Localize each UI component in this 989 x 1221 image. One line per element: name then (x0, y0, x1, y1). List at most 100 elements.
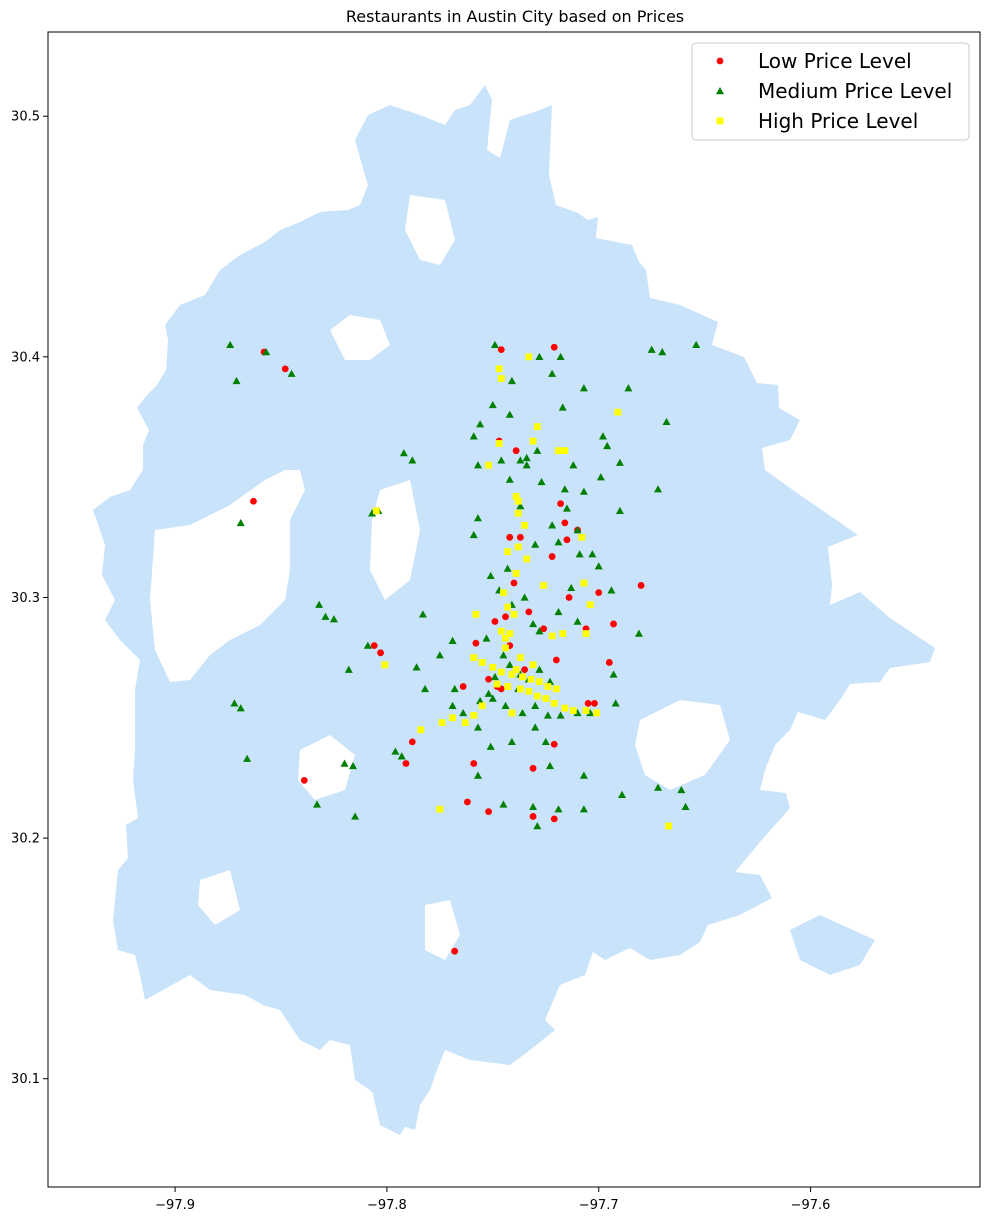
restaurant-point-triangle (450, 684, 459, 693)
southern-detached-area (372, 1090, 415, 1135)
restaurant-point-circle (605, 659, 613, 666)
restaurant-point-square (472, 610, 480, 618)
restaurant-point-circle (584, 699, 592, 707)
restaurant-point-triangle (448, 636, 457, 644)
restaurant-point-triangle (607, 586, 616, 594)
restaurant-point-square (516, 654, 524, 662)
restaurant-point-square (569, 707, 577, 714)
eastern-detached-area (790, 915, 875, 975)
restaurant-point-square (478, 702, 486, 710)
restaurant-point-triangle (533, 446, 542, 454)
restaurant-point-triangle (287, 369, 296, 377)
restaurant-point-circle (451, 947, 459, 955)
y-axis-ticks: 30.1 30.2 30.3 30.4 30.5 (11, 110, 48, 1087)
restaurant-point-triangle (615, 458, 624, 466)
restaurant-point-circle (563, 536, 571, 544)
restaurant-point-triangle (579, 487, 588, 495)
restaurant-point-square (542, 695, 550, 702)
restaurant-point-square (497, 627, 505, 635)
restaurant-point-triangle (363, 641, 372, 649)
restaurant-point-triangle (516, 502, 525, 510)
restaurant-point-circle (250, 497, 257, 505)
restaurant-point-triangle (531, 701, 540, 709)
restaurant-point-triangle (573, 708, 582, 717)
restaurant-point-circle (529, 813, 537, 820)
restaurant-point-triangle (560, 485, 569, 493)
restaurant-point-triangle (399, 449, 408, 457)
restaurant-point-triangle (535, 352, 544, 361)
restaurant-point-triangle (473, 771, 482, 779)
series-circle-markers (250, 343, 645, 955)
axes-frame (47, 31, 981, 1188)
restaurant-point-triangle (546, 677, 555, 685)
restaurant-point-circle (470, 760, 478, 767)
restaurant-point-triangle (503, 564, 512, 572)
restaurant-point-square (578, 533, 586, 541)
restaurant-point-circle (550, 740, 558, 748)
restaurant-point-square (548, 632, 556, 640)
northeast-excluded-area-2 (655, 145, 700, 195)
restaurant-point-circle (408, 738, 416, 746)
restaurant-point-triangle (230, 699, 239, 707)
restaurant-point-circle (552, 656, 560, 664)
restaurant-point-triangle (482, 634, 491, 642)
series-triangle-markers (226, 340, 701, 830)
restaurant-point-square (508, 671, 516, 678)
restaurant-point-triangle (596, 473, 605, 481)
excluded-areas (150, 145, 730, 960)
restaurant-point-square (521, 521, 528, 529)
restaurant-point-circle (610, 620, 617, 628)
restaurant-point-square (470, 711, 478, 719)
restaurant-point-triangle (586, 708, 595, 717)
restaurant-point-circle (529, 764, 537, 772)
restaurant-point-triangle (531, 723, 540, 731)
restaurant-point-square (504, 683, 512, 690)
restaurant-point-square (540, 582, 548, 589)
legend-marker-circle (716, 57, 724, 65)
restaurant-point-triangle (556, 352, 565, 361)
restaurant-point-triangle (501, 701, 510, 709)
restaurant-point-square (512, 666, 520, 674)
restaurant-point-triangle (522, 453, 531, 462)
y-tick-label: 30.2 (11, 832, 40, 847)
restaurant-point-square (665, 822, 673, 830)
restaurant-point-square (614, 408, 622, 416)
restaurant-point-triangle (262, 348, 271, 356)
restaurant-point-circle (540, 625, 548, 633)
restaurant-point-triangle (609, 670, 618, 678)
restaurant-point-triangle (349, 761, 358, 770)
restaurant-point-square (372, 507, 380, 515)
restaurant-point-triangle (329, 615, 338, 623)
restaurant-point-triangle (344, 665, 353, 673)
restaurant-point-triangle (236, 704, 245, 712)
restaurant-point-square (417, 726, 425, 734)
y-tick-label: 30.3 (11, 591, 40, 606)
restaurant-point-triangle (573, 617, 582, 625)
x-tick-label: −97.9 (155, 1198, 195, 1213)
restaurant-point-triangle (522, 461, 531, 469)
restaurant-point-triangle (236, 518, 245, 527)
restaurant-point-triangle (662, 417, 671, 426)
restaurant-point-triangle (529, 619, 538, 628)
restaurant-point-square (582, 630, 590, 637)
restaurant-point-triangle (421, 684, 430, 693)
restaurant-point-square (502, 644, 509, 652)
restaurant-point-triangle (588, 550, 597, 558)
restaurant-point-circle (550, 343, 558, 351)
legend-box (691, 42, 970, 141)
restaurant-point-triangle (531, 540, 540, 548)
restaurant-point-triangle (488, 400, 497, 409)
legend-marker-square (716, 117, 724, 125)
restaurant-point-triangle (579, 384, 588, 392)
restaurant-point-triangle (484, 689, 493, 697)
restaurant-point-square (516, 685, 524, 693)
x-tick-label: −97.8 (367, 1198, 407, 1213)
restaurant-point-circle (497, 346, 505, 354)
restaurant-point-triangle (321, 612, 330, 620)
restaurant-point-square (381, 661, 389, 669)
restaurant-point-circle (525, 608, 533, 616)
restaurant-point-square (527, 675, 535, 683)
restaurant-point-square (529, 437, 537, 445)
restaurant-point-triangle (486, 571, 495, 580)
legend-label: High Price Level (758, 109, 918, 133)
